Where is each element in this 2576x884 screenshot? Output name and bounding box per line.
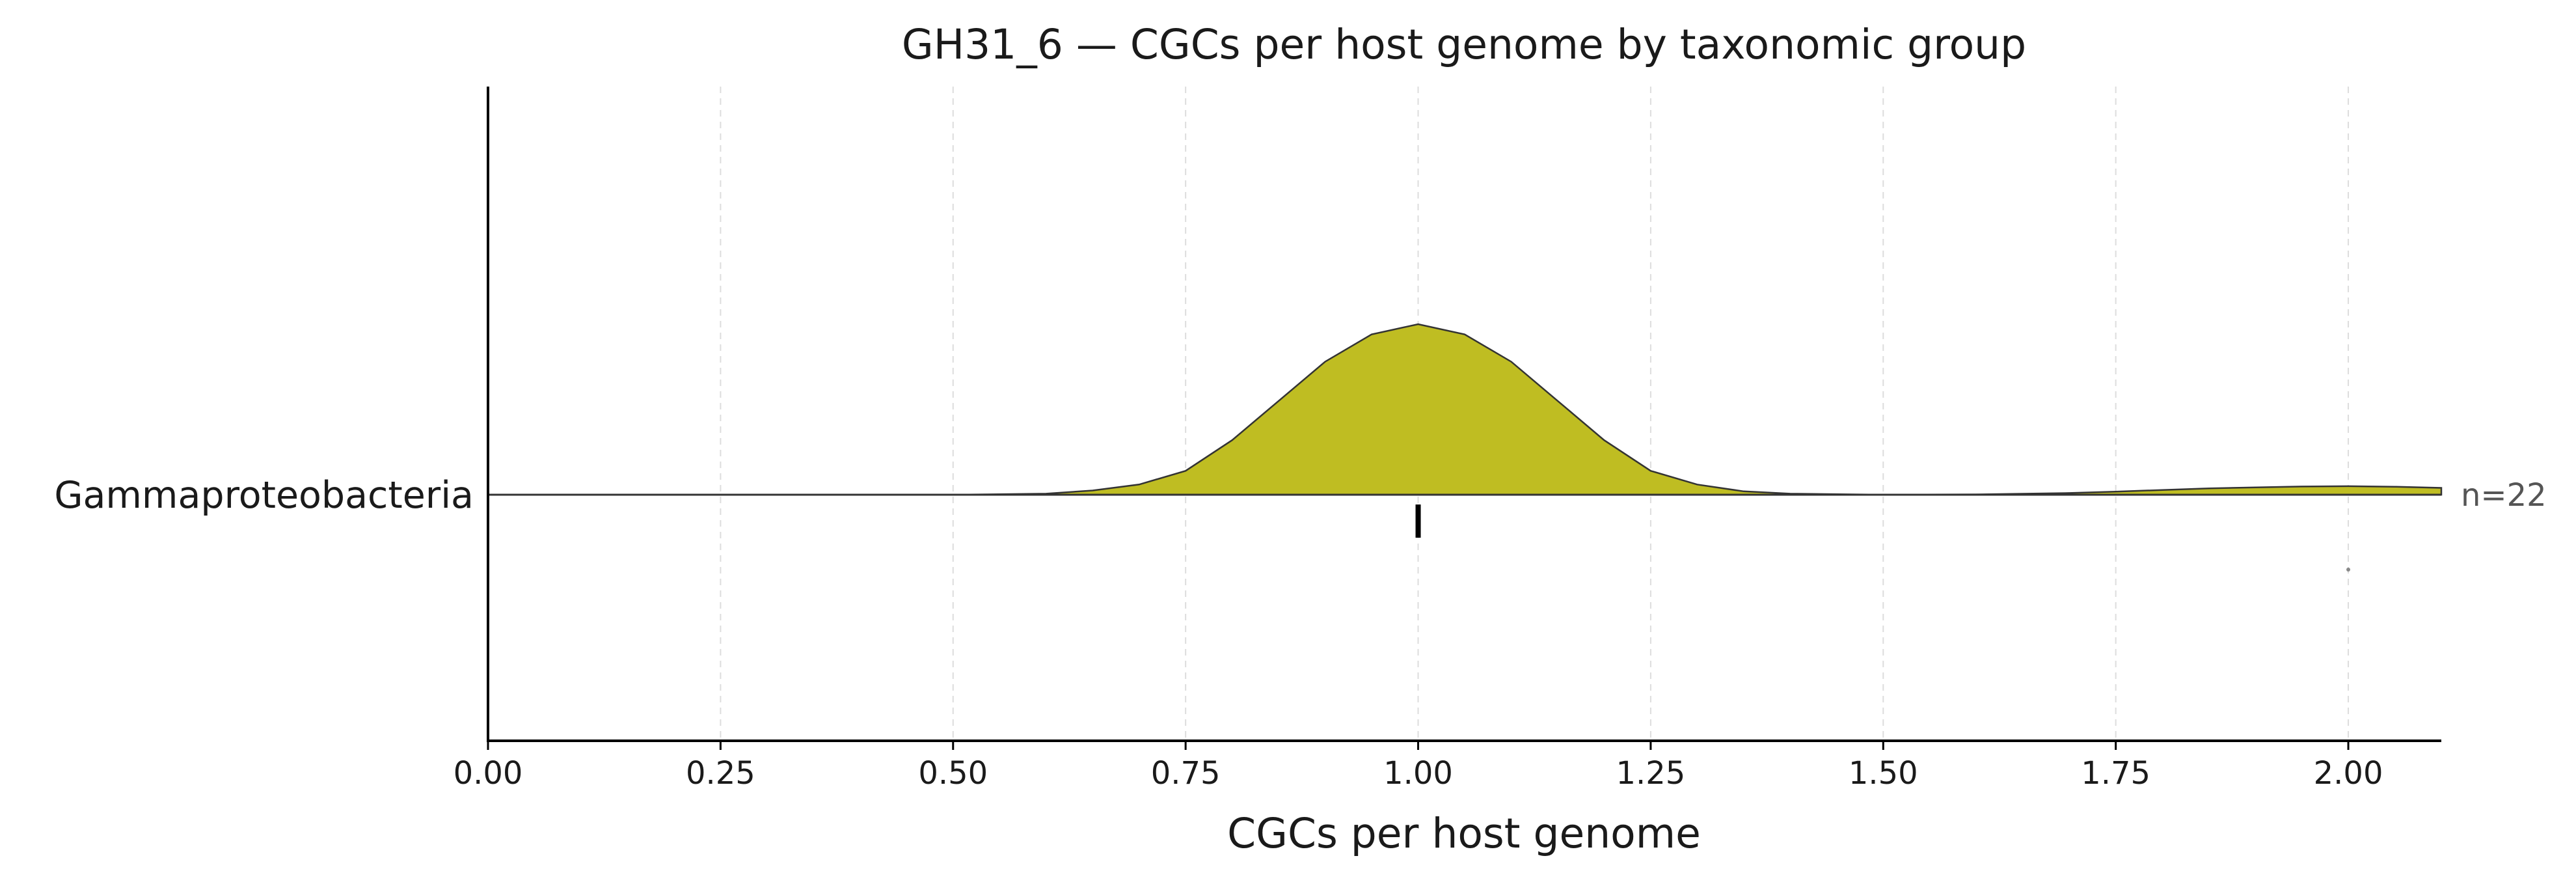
- x-tick-label: 1.25: [1616, 755, 1685, 792]
- x-tick-label: 1.00: [1383, 755, 1453, 792]
- ridge-layer: Gammaproteobacteria n=22: [54, 323, 2547, 572]
- x-tick-label: 1.75: [2081, 755, 2150, 792]
- x-ticks: 0.00 0.25 0.50 0.75 1.00 1.25 1.50 1.75 2.00: [454, 741, 2383, 792]
- x-tick-label: 0.50: [918, 755, 988, 792]
- x-tick-label: 0.00: [454, 755, 523, 792]
- x-tick-label: 0.25: [686, 755, 755, 792]
- density-ridge: [488, 323, 2443, 496]
- chart-title: GH31_6 — CGCs per host genome by taxonom…: [902, 21, 2026, 68]
- grid-layer: [720, 87, 2350, 741]
- outlier-point: [2346, 568, 2351, 572]
- x-tick-label: 1.50: [1849, 755, 1918, 792]
- x-tick-label: 2.00: [2314, 755, 2383, 792]
- group-label: Gammaproteobacteria: [54, 474, 474, 517]
- x-tick-label: 0.75: [1151, 755, 1221, 792]
- n-count-label: n=22: [2461, 477, 2547, 514]
- x-axis-label: CGCs per host genome: [1227, 810, 1701, 857]
